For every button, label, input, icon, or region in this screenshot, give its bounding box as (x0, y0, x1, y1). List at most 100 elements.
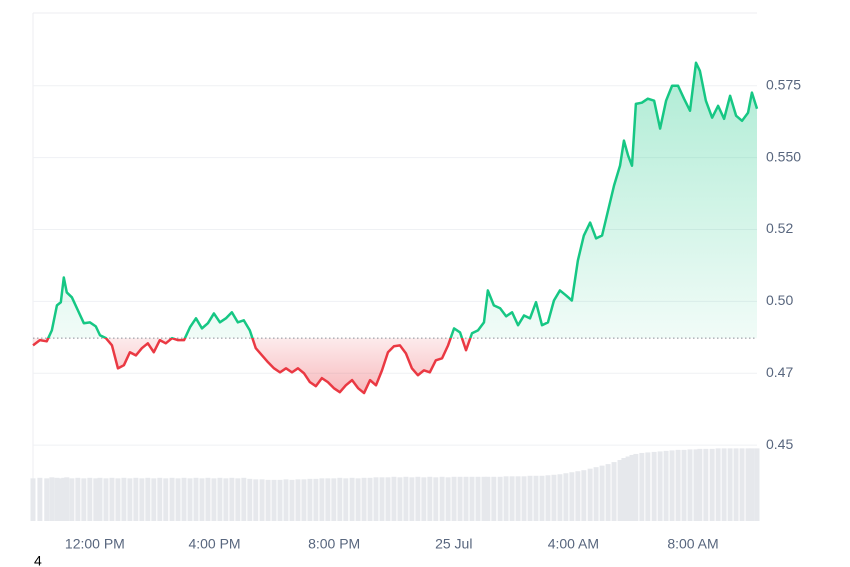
volume-bar (639, 452, 645, 521)
volume-bar (687, 449, 693, 521)
volume-bar (581, 470, 587, 521)
volume-bar (44, 478, 50, 521)
x-tick-label: 8:00 AM (667, 536, 718, 552)
volume-bar (355, 478, 361, 521)
volume-bar (587, 468, 593, 521)
volume-bar (703, 448, 709, 521)
volume-bar (169, 477, 175, 521)
volume-bar (733, 448, 739, 521)
volume-bar (69, 478, 75, 521)
volume-bar (379, 477, 385, 521)
volume-bar (391, 476, 397, 521)
volume-bar (575, 471, 581, 521)
volume-bar (133, 477, 139, 521)
volume-bar (727, 448, 733, 521)
volume-bar (697, 448, 703, 521)
volume-bar (599, 465, 605, 521)
volume-bar (593, 467, 599, 521)
volume-bar (745, 448, 751, 521)
volume-bar (175, 478, 181, 521)
volume-bar (343, 478, 349, 521)
volume-bar (611, 462, 617, 521)
volume-bar (675, 449, 681, 521)
volume-bar (527, 475, 533, 521)
volume-bar (187, 478, 193, 521)
volume-bar (64, 477, 70, 521)
x-tick-label: 8:00 PM (308, 536, 360, 552)
volume-bar (199, 478, 205, 521)
volume-bar (235, 478, 241, 521)
volume-bar (445, 477, 451, 521)
volume-bar (87, 477, 93, 521)
volume-bar (81, 478, 87, 521)
volume-bar (433, 477, 439, 521)
volume-bar (617, 460, 623, 521)
volume-bar (307, 478, 313, 521)
volume-bar (217, 477, 223, 521)
volume-bar (427, 476, 433, 521)
volume-bar (475, 476, 481, 521)
volume-bar (289, 479, 295, 521)
volume-bar (503, 476, 509, 521)
volume-bar (115, 478, 121, 521)
y-tick-label: 0.47 (766, 364, 793, 380)
volume-bar (109, 477, 115, 521)
volume-bar (709, 448, 715, 521)
volume-bar (509, 476, 515, 521)
volume-bar (481, 476, 487, 521)
x-tick-label: 4:00 PM (188, 536, 240, 552)
volume-bar (58, 478, 64, 521)
volume-bar (533, 475, 539, 521)
volume-bar (157, 477, 163, 521)
volume-bar (331, 478, 337, 521)
y-tick-label: 0.45 (766, 436, 793, 452)
volume-bar (421, 477, 427, 521)
volume-bar (515, 476, 521, 521)
volume-bar (739, 448, 745, 521)
volume-bar (563, 473, 569, 521)
volume-bar (463, 476, 469, 521)
price-line (32, 61, 759, 395)
volume-bar (385, 477, 391, 521)
volume-bar (259, 479, 265, 521)
volume-bar (415, 476, 421, 521)
volume-bar (49, 477, 55, 521)
volume-bar (139, 478, 145, 521)
volume-bar (241, 477, 247, 521)
volume-bar (361, 477, 367, 521)
volume-bar (715, 448, 721, 521)
volume-bar (551, 474, 557, 521)
volume-bar (657, 451, 663, 521)
volume-bar (277, 479, 283, 521)
x-tick-label: 4:00 AM (548, 536, 599, 552)
volume-bar (54, 477, 60, 521)
volume-bar (163, 478, 169, 521)
volume-bar (247, 478, 253, 521)
volume-bar (319, 478, 325, 521)
volume-bar (325, 478, 331, 521)
volume-bar (403, 476, 409, 521)
volume-bar (151, 478, 157, 521)
volume-bar (721, 448, 727, 521)
volume-bar (283, 479, 289, 521)
volume-bar (539, 475, 545, 521)
y-tick-label: 0.52 (766, 220, 793, 236)
volume-bar (193, 477, 199, 521)
volume-bar (569, 472, 575, 521)
volume-bar (681, 449, 687, 521)
volume-bar (211, 478, 217, 521)
volume-bar (605, 464, 611, 521)
volume-bar (271, 479, 277, 521)
volume-bar (127, 478, 133, 521)
y-tick-label: 0.575 (766, 76, 801, 92)
volume-bar (121, 477, 127, 521)
volume-bar (457, 476, 463, 521)
volume-bar (367, 477, 373, 521)
area (33, 62, 757, 394)
volume-bar (229, 477, 235, 521)
volume-bar (75, 477, 81, 521)
volume-bar (145, 477, 151, 521)
volume-bar (223, 478, 229, 521)
volume-bar (621, 458, 627, 521)
